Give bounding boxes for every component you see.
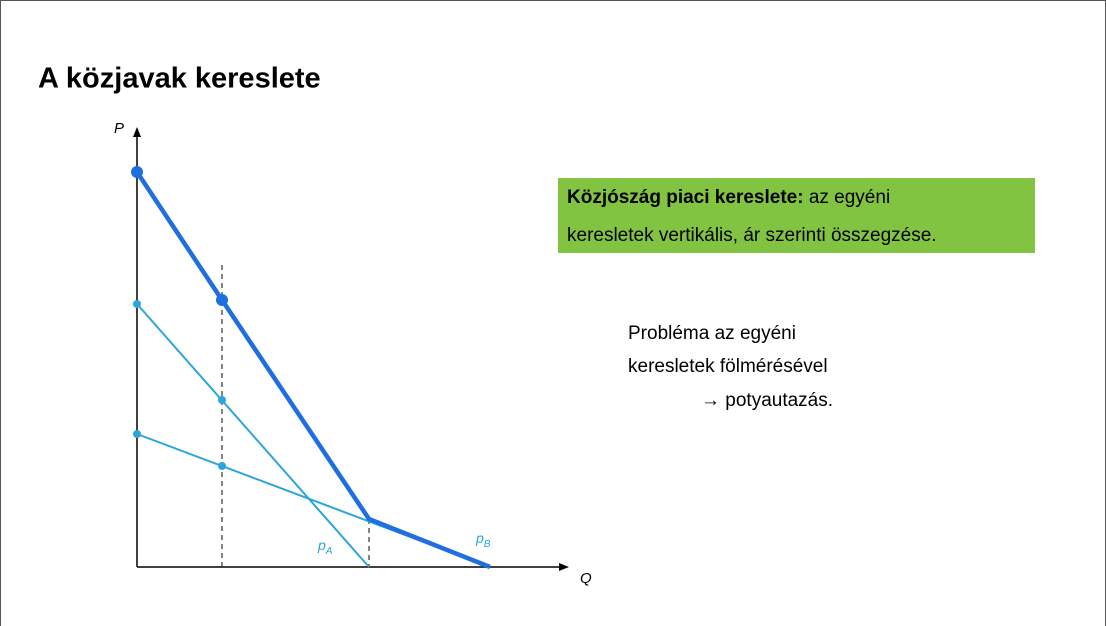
note-line: Probléma az egyéni xyxy=(628,323,796,344)
callout-line: keresletek vertikális, ár szerinti össze… xyxy=(567,225,937,246)
y-axis-label: P xyxy=(114,120,124,137)
title: A közjavak kereslete xyxy=(38,63,321,95)
axes xyxy=(136,134,562,568)
curve-label-main: p xyxy=(475,530,484,546)
point xyxy=(133,430,141,438)
curve-label-sub: A xyxy=(325,546,333,557)
point xyxy=(131,166,143,178)
curve-label: pA xyxy=(317,537,333,557)
point xyxy=(218,462,226,470)
callout-text: az egyéni xyxy=(804,187,891,208)
market-demand-curve xyxy=(135,170,491,570)
point xyxy=(218,396,226,404)
demand-curve-a xyxy=(136,303,370,568)
point xyxy=(216,294,228,306)
point xyxy=(133,300,141,308)
callout-bold: Közjószág piaci kereslete: xyxy=(567,187,804,208)
note-line: keresletek fölmérésével xyxy=(628,356,828,377)
callout-box xyxy=(558,178,1035,253)
curve-label: pB xyxy=(475,530,491,550)
y-arrow xyxy=(133,127,141,137)
curve-label-sub: B xyxy=(484,539,491,550)
curve-label-main: p xyxy=(317,537,326,553)
callout-line: Közjószág piaci kereslete: az egyéni xyxy=(567,187,890,208)
x-arrow xyxy=(559,563,569,571)
x-axis-label: Q xyxy=(580,570,592,587)
note-line: → potyautazás. xyxy=(701,390,833,411)
